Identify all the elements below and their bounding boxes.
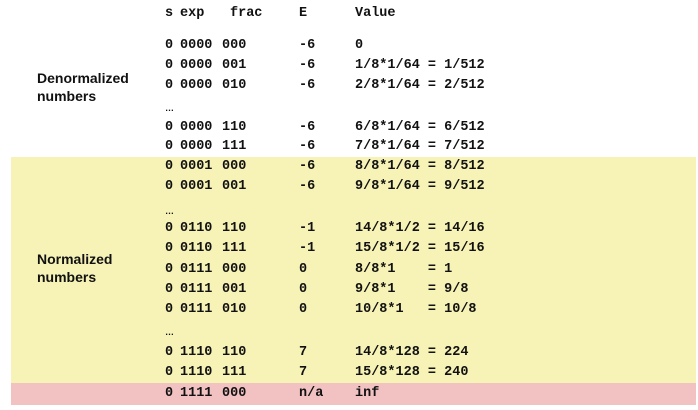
cell-exp: 0000 (180, 139, 213, 154)
denormalized-label-line1: Denormalized (37, 70, 129, 86)
cell-frac: 111 (222, 241, 247, 256)
cell-e: -6 (299, 38, 316, 53)
cell-e: -1 (299, 221, 316, 236)
cell-value: 2/8*1/64 = 2/512 (355, 78, 485, 93)
cell-e: -6 (299, 179, 316, 194)
cell-s: 0 (165, 262, 174, 277)
cell-s: 0 (165, 365, 174, 380)
cell-e: -6 (299, 159, 316, 174)
cell-value: 6/8*1/64 = 6/512 (355, 120, 485, 135)
normalized-label-line1: Normalized (37, 251, 113, 267)
cell-exp: 0111 (180, 262, 213, 277)
cell-frac: 001 (222, 179, 247, 194)
cell-value: 8/8*1/64 = 8/512 (355, 159, 485, 174)
cell-frac: 010 (222, 78, 247, 93)
normalized-label-line2: numbers (37, 269, 97, 285)
cell-s: 0 (165, 58, 174, 73)
header-s: s (165, 6, 174, 21)
cell-s: 0 (165, 139, 174, 154)
cell-value: inf (355, 386, 380, 401)
cell-value: 8/8*1 = 1 (355, 262, 453, 277)
cell-value: 7/8*1/64 = 7/512 (355, 139, 485, 154)
cell-exp: 0000 (180, 58, 213, 73)
header-frac: frac (230, 6, 263, 21)
cell-value: 14/8*1/2 = 14/16 (355, 221, 485, 236)
cell-s: 0 (165, 78, 174, 93)
cell-value: 9/8*1 = 9/8 (355, 282, 469, 297)
cell-e: 0 (299, 282, 308, 297)
cell-exp: 1110 (180, 365, 213, 380)
denormalized-label: Denormalized numbers (37, 69, 129, 105)
cell-e: 7 (299, 365, 308, 380)
cell-frac: 000 (222, 159, 247, 174)
cell-exp: 1110 (180, 345, 213, 360)
ellipsis-1: … (165, 103, 174, 113)
cell-frac: 001 (222, 58, 247, 73)
cell-exp: 0110 (180, 241, 213, 256)
cell-value: 14/8*128 = 224 (355, 345, 469, 360)
cell-s: 0 (165, 345, 174, 360)
cell-exp: 0001 (180, 179, 213, 194)
cell-e: 0 (299, 262, 308, 277)
header-value: Value (355, 6, 396, 21)
cell-value: 10/8*1 = 10/8 (355, 302, 477, 317)
cell-exp: 0000 (180, 120, 213, 135)
cell-s: 0 (165, 38, 174, 53)
cell-frac: 010 (222, 302, 247, 317)
cell-exp: 0000 (180, 78, 213, 93)
cell-frac: 110 (222, 120, 247, 135)
cell-frac: 110 (222, 221, 247, 236)
cell-exp: 0111 (180, 302, 213, 317)
special-values-band (11, 383, 696, 405)
cell-frac: 000 (222, 38, 247, 53)
cell-s: 0 (165, 386, 174, 401)
cell-frac: 111 (222, 365, 247, 380)
cell-frac: 111 (222, 139, 247, 154)
cell-s: 0 (165, 159, 174, 174)
cell-frac: 110 (222, 345, 247, 360)
cell-frac: 000 (222, 386, 247, 401)
cell-exp: 0111 (180, 282, 213, 297)
cell-exp: 0000 (180, 38, 213, 53)
cell-exp: 0110 (180, 221, 213, 236)
cell-e: -6 (299, 58, 316, 73)
normalized-label: Normalized numbers (37, 250, 112, 286)
cell-s: 0 (165, 282, 174, 297)
cell-exp: 1111 (180, 386, 213, 401)
cell-e: n/a (299, 386, 324, 401)
cell-s: 0 (165, 241, 174, 256)
cell-e: -6 (299, 139, 316, 154)
cell-exp: 0001 (180, 159, 213, 174)
ellipsis-3: … (165, 327, 174, 337)
cell-s: 0 (165, 302, 174, 317)
cell-value: 9/8*1/64 = 9/512 (355, 179, 485, 194)
cell-value: 15/8*128 = 240 (355, 365, 469, 380)
normalized-band (11, 157, 696, 383)
cell-value: 15/8*1/2 = 15/16 (355, 241, 485, 256)
cell-value: 0 (355, 38, 364, 53)
header-exp: exp (180, 6, 205, 21)
cell-e: -1 (299, 241, 316, 256)
cell-frac: 001 (222, 282, 247, 297)
cell-value: 1/8*1/64 = 1/512 (355, 58, 485, 73)
cell-s: 0 (165, 179, 174, 194)
cell-e: -6 (299, 78, 316, 93)
cell-e: 7 (299, 345, 308, 360)
cell-frac: 000 (222, 262, 247, 277)
cell-e: 0 (299, 302, 308, 317)
ellipsis-2: … (165, 206, 174, 216)
cell-s: 0 (165, 221, 174, 236)
cell-e: -6 (299, 120, 316, 135)
cell-s: 0 (165, 120, 174, 135)
header-e: E (299, 6, 308, 21)
denormalized-label-line2: numbers (37, 88, 97, 104)
